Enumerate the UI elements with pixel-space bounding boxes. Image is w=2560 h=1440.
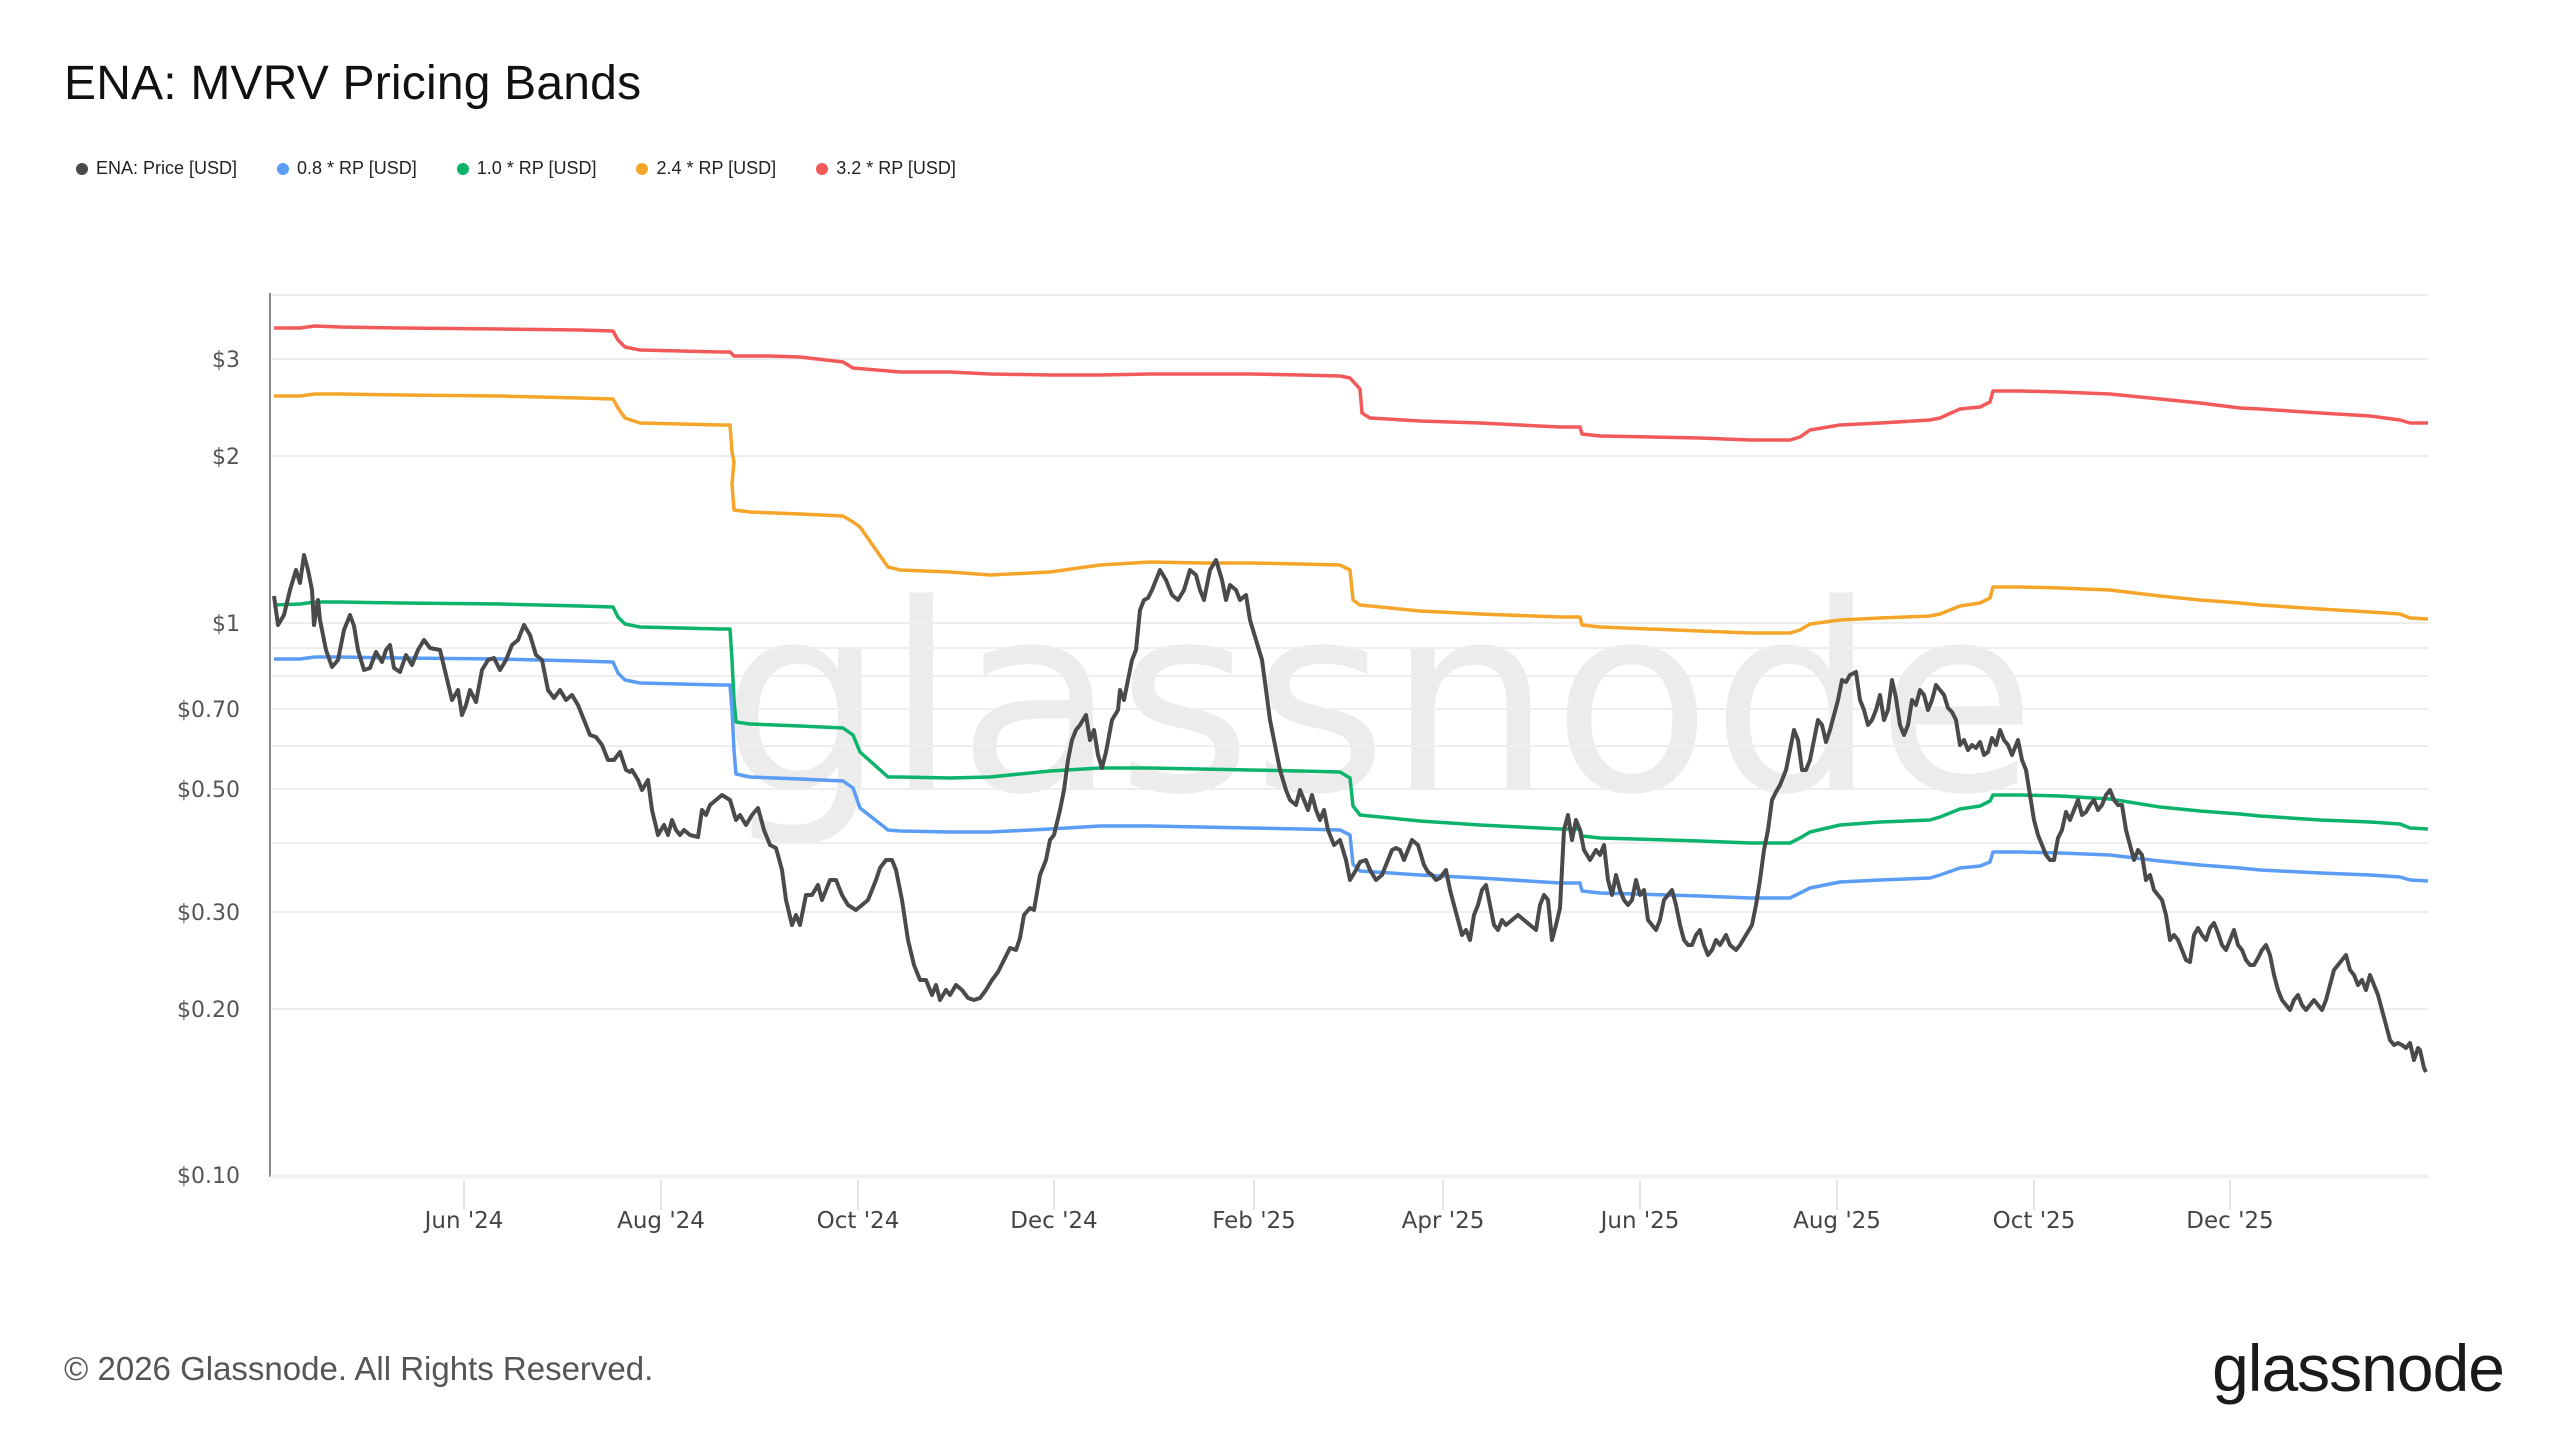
y-tick-label: $0.70 xyxy=(177,698,240,723)
gridlines xyxy=(272,294,2428,1176)
x-tick-label: Oct '24 xyxy=(817,1208,900,1234)
copyright-text: © 2026 Glassnode. All Rights Reserved. xyxy=(64,1350,654,1387)
legend-label: 1.0 * RP [USD] xyxy=(476,158,597,178)
legend-dot-icon xyxy=(277,162,290,175)
legend-label: ENA: Price [USD] xyxy=(96,158,238,178)
legend-dot-icon xyxy=(816,162,829,175)
series-1.0-rp-line xyxy=(273,600,2429,845)
legend-item-3.2-rp[interactable]: 3.2 * RP [USD] xyxy=(816,158,956,179)
watermark: glassnode xyxy=(720,550,2036,852)
legend-label: 2.4 * RP [USD] xyxy=(656,158,777,178)
legend-item-1.0-rp[interactable]: 1.0 * RP [USD] xyxy=(456,158,597,179)
chart-title: ENA: MVRV Pricing Bands xyxy=(64,57,642,110)
x-tick-label: Oct '25 xyxy=(1993,1208,2076,1234)
y-tick-label: $0.50 xyxy=(177,778,240,803)
x-tick-label: Jun '24 xyxy=(423,1208,504,1234)
chart-legend: ENA: Price [USD] 0.8 * RP [USD] 1.0 * RP… xyxy=(76,158,956,179)
legend-dot-icon xyxy=(76,162,88,175)
x-ticks xyxy=(463,1180,2231,1210)
series-0.8-rp-line xyxy=(274,655,2429,900)
legend-item-0.8-rp[interactable]: 0.8 * RP [USD] xyxy=(277,158,417,179)
y-tick-label: $3 xyxy=(212,348,240,373)
y-tick-label: $0.30 xyxy=(177,901,240,926)
x-tick-label: Feb '25 xyxy=(1212,1208,1296,1234)
y-tick-label: $0.10 xyxy=(177,1164,240,1189)
legend-dot-icon xyxy=(456,162,469,175)
x-tick-label: Aug '25 xyxy=(1793,1208,1881,1234)
y-tick-label: $1 xyxy=(212,612,240,637)
glassnode-logo[interactable]: glassnode xyxy=(2212,1331,2505,1405)
y-tick-label: $0.20 xyxy=(177,998,240,1023)
x-tick-label: Apr '25 xyxy=(1402,1208,1485,1234)
series-3.2-rp-line xyxy=(274,324,2428,442)
x-tick-label: Dec '24 xyxy=(1010,1208,1097,1234)
legend-label: 3.2 * RP [USD] xyxy=(836,158,956,178)
legend-item-price[interactable]: ENA: Price [USD] xyxy=(76,158,237,179)
series-2.4-rp-line xyxy=(274,392,2429,635)
x-tick-label: Dec '25 xyxy=(2186,1208,2273,1234)
x-tick-label: Jun '25 xyxy=(1599,1208,1680,1234)
legend-dot-icon xyxy=(636,162,649,175)
x-tick-label: Aug '24 xyxy=(617,1208,705,1234)
y-tick-label: $2 xyxy=(212,445,240,470)
legend-label: 0.8 * RP [USD] xyxy=(297,158,417,178)
legend-item-2.4-rp[interactable]: 2.4 * RP [USD] xyxy=(636,158,776,179)
series-price-line xyxy=(272,553,2428,1073)
